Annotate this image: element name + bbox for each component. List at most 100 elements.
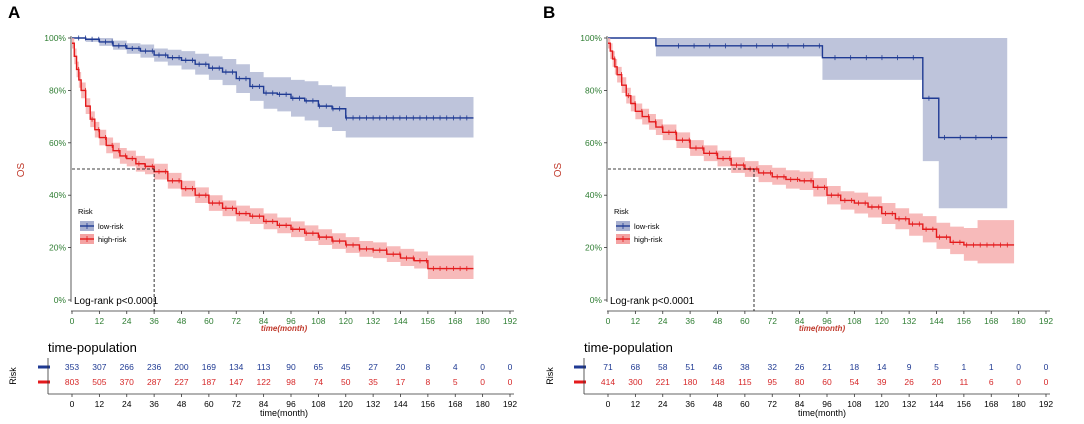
panel-b-risk-xtick-label: 132 — [902, 399, 916, 409]
panel-a-ytick-label: 100% — [44, 33, 66, 43]
panel-b-risk-xtick-label: 108 — [847, 399, 861, 409]
panel-b-risk-axis-label: Risk — [545, 367, 555, 385]
panel-b-risk-xtick-label: 144 — [929, 399, 943, 409]
panel-a-risk-xtick-label: 108 — [311, 399, 325, 409]
panel-b-legend-high-risk: high-risk — [634, 235, 663, 244]
panel-a-risk-high-count: 505 — [92, 377, 106, 387]
panel-a-risk-high-count: 5 — [453, 377, 458, 387]
panel-a-risk-xtick-label: 96 — [286, 399, 296, 409]
panel-a-risk-low-count: 169 — [202, 362, 216, 372]
panel-b-risk-high-count: 414 — [601, 377, 615, 387]
panel-b-high-risk-curve — [608, 42, 1015, 246]
panel-a-risk-xtick-label: 24 — [122, 399, 132, 409]
panel-a-risk-xtick-label: 144 — [393, 399, 407, 409]
panel-a-risk-low-count: 307 — [92, 362, 106, 372]
panel-a-risk-low-count: 0 — [480, 362, 485, 372]
panel-a-risk-high-count: 74 — [314, 377, 324, 387]
panel-b-risk-xtick-label: 84 — [795, 399, 805, 409]
panel-a-risk-title: time-population — [48, 340, 137, 355]
panel-b-low-risk-curve — [608, 37, 1008, 139]
panel-a-ytick-label: 60% — [49, 138, 66, 148]
panel-b-legend-title: Risk — [614, 207, 629, 216]
panel-b-xtick-label: 12 — [631, 316, 641, 326]
panel-b-risk-xtick-label: 12 — [631, 399, 641, 409]
panel-a-xtick-label: 168 — [448, 316, 462, 326]
panel-a-risk-high-count: 0 — [480, 377, 485, 387]
panel-a-risk-high-count: 147 — [229, 377, 243, 387]
panel-b-xtick-label: 132 — [902, 316, 916, 326]
panel-a-risk-low-count: 113 — [257, 362, 271, 372]
panel-b-xtick-label: 144 — [929, 316, 943, 326]
panel-b-xtick-label: 36 — [685, 316, 695, 326]
panel-b-pvalue: Log-rank p<0.0001 — [610, 296, 695, 307]
panel-a-legend-title: Risk — [78, 207, 93, 216]
panel-a-risk-low-count: 90 — [286, 362, 296, 372]
panel-a-legend-high-risk: high-risk — [98, 235, 127, 244]
panel-a-low-risk-curve — [72, 37, 474, 119]
panel-a-xtick-label: 96 — [286, 316, 296, 326]
panel-b-plot: 0% 20% 40% 60% 80% 100% 0 12 24 36 48 60 72 84 96 108 12… — [580, 33, 1053, 326]
panel-b-risk-low-count: 68 — [631, 362, 641, 372]
panel-a-risk-high-count: 287 — [147, 377, 161, 387]
panel-a-risk-low-count: 45 — [341, 362, 351, 372]
panel-a-legend-low-risk: low-risk — [98, 222, 124, 231]
panel-a-risk-low-count: 0 — [508, 362, 513, 372]
panel-b-xtick-label: 48 — [713, 316, 723, 326]
panel-a-risk-low-count: 65 — [314, 362, 324, 372]
panel-a-risk-high-count: 227 — [174, 377, 188, 387]
panel-a-risk-xtick-label: 156 — [421, 399, 435, 409]
panel-a-xtick-label: 0 — [70, 316, 75, 326]
panel-b: B OS time(month) Risk low-risk high-risk… — [543, 3, 846, 418]
panel-b-label: B — [543, 3, 555, 22]
panel-b-xtick-label: 108 — [847, 316, 861, 326]
panel-a-risk-xtick-label: 12 — [95, 399, 105, 409]
panel-b-risk-low-count: 5 — [934, 362, 939, 372]
panel-a-label: A — [8, 3, 20, 22]
panel-a-risk-xtick-label: 48 — [177, 399, 187, 409]
panel-a-xtick-label: 108 — [311, 316, 325, 326]
panel-a-xtick-label: 48 — [177, 316, 187, 326]
panel-b-risk-xtick-label: 96 — [822, 399, 832, 409]
panel-b-ytick-label: 60% — [585, 138, 602, 148]
panel-a-xtick-label: 60 — [204, 316, 214, 326]
panel-b-y-axis-label: OS — [553, 162, 564, 177]
panel-b-risk-low-count: 26 — [795, 362, 805, 372]
panel-b-risk-high-count: 26 — [904, 377, 914, 387]
panel-b-risk-title: time-population — [584, 340, 673, 355]
panel-b-risk-low-count: 58 — [658, 362, 668, 372]
panel-b-risk-xtick-label: 24 — [658, 399, 668, 409]
panel-b-risk-low-count: 0 — [1044, 362, 1049, 372]
panel-b-risk-high-count: 20 — [932, 377, 942, 387]
panel-b-risk-high-count: 39 — [877, 377, 887, 387]
panel-b-risk-low-count: 32 — [768, 362, 778, 372]
panel-a-risk-low-count: 200 — [174, 362, 188, 372]
panel-b-risk-high-count: 300 — [628, 377, 642, 387]
panel-a-risk-high-count: 8 — [426, 377, 431, 387]
panel-b-ytick-label: 40% — [585, 190, 602, 200]
panel-a-xtick-label: 156 — [421, 316, 435, 326]
panel-a-xtick-label: 120 — [339, 316, 353, 326]
panel-a-xtick-label: 144 — [393, 316, 407, 326]
panel-b-risk-high-count: 0 — [1016, 377, 1021, 387]
panel-b-risk-low-count: 9 — [907, 362, 912, 372]
panel-b-xtick-label: 84 — [795, 316, 805, 326]
panel-a-pvalue: Log-rank p<0.0001 — [74, 296, 159, 307]
panel-a-xtick-label: 36 — [149, 316, 159, 326]
panel-a-risk-high-count: 370 — [120, 377, 134, 387]
panel-a-risk-xtick-label: 192 — [503, 399, 517, 409]
panel-b-risk-xtick-label: 72 — [768, 399, 778, 409]
panel-b-risk-high-count: 80 — [795, 377, 805, 387]
panel-b-x-axis-label: time(month) — [799, 324, 846, 333]
panel-b-risk-high-count: 54 — [850, 377, 860, 387]
panel-b-risk-xtick-label: 156 — [957, 399, 971, 409]
panel-a-risk-high-count: 187 — [202, 377, 216, 387]
panel-b-low-risk-ci-band — [608, 38, 1008, 209]
panel-b-risk-high-count: 0 — [1044, 377, 1049, 387]
panel-b-risk-low-count: 51 — [685, 362, 695, 372]
panel-b-risk-high-count: 6 — [989, 377, 994, 387]
panel-a-xtick-label: 24 — [122, 316, 132, 326]
panel-a-xtick-label: 84 — [259, 316, 269, 326]
panel-a-risk-xtick-label: 84 — [259, 399, 269, 409]
panel-a-risk-high-count: 0 — [508, 377, 513, 387]
panel-b-risk-low-count: 38 — [740, 362, 750, 372]
